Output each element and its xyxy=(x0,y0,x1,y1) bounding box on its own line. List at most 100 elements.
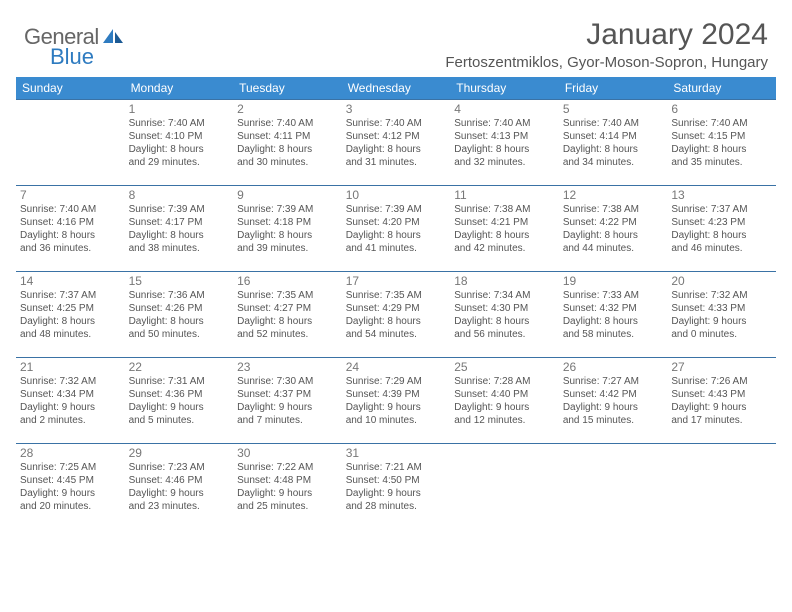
day-number: 6 xyxy=(671,102,772,116)
weekday-header: Wednesday xyxy=(342,77,451,100)
calendar-day-cell: 18Sunrise: 7:34 AMSunset: 4:30 PMDayligh… xyxy=(450,272,559,358)
weekday-header: Friday xyxy=(559,77,668,100)
sunset-text: Sunset: 4:10 PM xyxy=(129,130,230,143)
calendar-day-cell: 14Sunrise: 7:37 AMSunset: 4:25 PMDayligh… xyxy=(16,272,125,358)
daylight-text: and 12 minutes. xyxy=(454,414,555,427)
calendar-day-cell: 24Sunrise: 7:29 AMSunset: 4:39 PMDayligh… xyxy=(342,358,451,444)
sunrise-text: Sunrise: 7:22 AM xyxy=(237,461,338,474)
calendar-day-cell: 10Sunrise: 7:39 AMSunset: 4:20 PMDayligh… xyxy=(342,186,451,272)
daylight-text: Daylight: 8 hours xyxy=(454,229,555,242)
day-number: 25 xyxy=(454,360,555,374)
calendar-day-cell: 15Sunrise: 7:36 AMSunset: 4:26 PMDayligh… xyxy=(125,272,234,358)
calendar-day-cell: 6Sunrise: 7:40 AMSunset: 4:15 PMDaylight… xyxy=(667,100,776,186)
calendar-day-cell: 1Sunrise: 7:40 AMSunset: 4:10 PMDaylight… xyxy=(125,100,234,186)
day-number: 27 xyxy=(671,360,772,374)
day-number: 16 xyxy=(237,274,338,288)
sunrise-text: Sunrise: 7:31 AM xyxy=(129,375,230,388)
sunrise-text: Sunrise: 7:23 AM xyxy=(129,461,230,474)
calendar-week: 21Sunrise: 7:32 AMSunset: 4:34 PMDayligh… xyxy=(16,358,776,444)
sunrise-text: Sunrise: 7:40 AM xyxy=(346,117,447,130)
day-number: 30 xyxy=(237,446,338,460)
daylight-text: Daylight: 8 hours xyxy=(237,143,338,156)
calendar-head: SundayMondayTuesdayWednesdayThursdayFrid… xyxy=(16,77,776,100)
daylight-text: and 39 minutes. xyxy=(237,242,338,255)
daylight-text: Daylight: 9 hours xyxy=(671,315,772,328)
sunrise-text: Sunrise: 7:30 AM xyxy=(237,375,338,388)
sunset-text: Sunset: 4:36 PM xyxy=(129,388,230,401)
daylight-text: Daylight: 9 hours xyxy=(237,487,338,500)
daylight-text: Daylight: 8 hours xyxy=(20,315,121,328)
daylight-text: Daylight: 8 hours xyxy=(129,315,230,328)
daylight-text: and 15 minutes. xyxy=(563,414,664,427)
daylight-text: Daylight: 8 hours xyxy=(237,315,338,328)
daylight-text: Daylight: 9 hours xyxy=(237,401,338,414)
sunrise-text: Sunrise: 7:29 AM xyxy=(346,375,447,388)
daylight-text: and 2 minutes. xyxy=(20,414,121,427)
sunset-text: Sunset: 4:22 PM xyxy=(563,216,664,229)
daylight-text: and 41 minutes. xyxy=(346,242,447,255)
daylight-text: Daylight: 8 hours xyxy=(346,229,447,242)
weekday-header: Saturday xyxy=(667,77,776,100)
sunset-text: Sunset: 4:26 PM xyxy=(129,302,230,315)
daylight-text: and 25 minutes. xyxy=(237,500,338,513)
sunset-text: Sunset: 4:13 PM xyxy=(454,130,555,143)
sunrise-text: Sunrise: 7:39 AM xyxy=(346,203,447,216)
calendar-day-cell: 8Sunrise: 7:39 AMSunset: 4:17 PMDaylight… xyxy=(125,186,234,272)
calendar-day-cell: 9Sunrise: 7:39 AMSunset: 4:18 PMDaylight… xyxy=(233,186,342,272)
sunset-text: Sunset: 4:50 PM xyxy=(346,474,447,487)
sunset-text: Sunset: 4:37 PM xyxy=(237,388,338,401)
calendar-day-cell xyxy=(450,444,559,530)
sunset-text: Sunset: 4:16 PM xyxy=(20,216,121,229)
daylight-text: and 17 minutes. xyxy=(671,414,772,427)
daylight-text: Daylight: 8 hours xyxy=(346,143,447,156)
calendar-day-cell: 26Sunrise: 7:27 AMSunset: 4:42 PMDayligh… xyxy=(559,358,668,444)
daylight-text: and 30 minutes. xyxy=(237,156,338,169)
daylight-text: and 52 minutes. xyxy=(237,328,338,341)
daylight-text: Daylight: 8 hours xyxy=(129,143,230,156)
daylight-text: and 23 minutes. xyxy=(129,500,230,513)
sunset-text: Sunset: 4:33 PM xyxy=(671,302,772,315)
day-number: 9 xyxy=(237,188,338,202)
month-title: January 2024 xyxy=(445,18,768,52)
day-number: 17 xyxy=(346,274,447,288)
sunset-text: Sunset: 4:48 PM xyxy=(237,474,338,487)
day-number: 11 xyxy=(454,188,555,202)
sunset-text: Sunset: 4:18 PM xyxy=(237,216,338,229)
sunrise-text: Sunrise: 7:32 AM xyxy=(671,289,772,302)
daylight-text: Daylight: 8 hours xyxy=(20,229,121,242)
day-number: 15 xyxy=(129,274,230,288)
sunrise-text: Sunrise: 7:25 AM xyxy=(20,461,121,474)
sunrise-text: Sunrise: 7:37 AM xyxy=(671,203,772,216)
logo: General Blue xyxy=(16,18,125,70)
daylight-text: Daylight: 9 hours xyxy=(346,487,447,500)
day-number: 10 xyxy=(346,188,447,202)
sunset-text: Sunset: 4:27 PM xyxy=(237,302,338,315)
daylight-text: Daylight: 9 hours xyxy=(346,401,447,414)
daylight-text: Daylight: 9 hours xyxy=(671,401,772,414)
daylight-text: and 0 minutes. xyxy=(671,328,772,341)
daylight-text: and 28 minutes. xyxy=(346,500,447,513)
calendar-day-cell: 22Sunrise: 7:31 AMSunset: 4:36 PMDayligh… xyxy=(125,358,234,444)
daylight-text: Daylight: 8 hours xyxy=(346,315,447,328)
daylight-text: Daylight: 8 hours xyxy=(563,229,664,242)
weekday-header: Sunday xyxy=(16,77,125,100)
logo-sail-icon xyxy=(103,29,125,45)
daylight-text: Daylight: 9 hours xyxy=(129,401,230,414)
sunrise-text: Sunrise: 7:26 AM xyxy=(671,375,772,388)
day-number: 20 xyxy=(671,274,772,288)
day-number: 18 xyxy=(454,274,555,288)
sunrise-text: Sunrise: 7:40 AM xyxy=(237,117,338,130)
calendar-table: SundayMondayTuesdayWednesdayThursdayFrid… xyxy=(16,77,776,530)
day-number: 28 xyxy=(20,446,121,460)
calendar-day-cell: 16Sunrise: 7:35 AMSunset: 4:27 PMDayligh… xyxy=(233,272,342,358)
logo-text-blue: Blue xyxy=(24,44,125,70)
header: General Blue January 2024 Fertoszentmikl… xyxy=(16,18,776,71)
calendar-day-cell: 17Sunrise: 7:35 AMSunset: 4:29 PMDayligh… xyxy=(342,272,451,358)
day-number: 4 xyxy=(454,102,555,116)
sunrise-text: Sunrise: 7:37 AM xyxy=(20,289,121,302)
daylight-text: and 48 minutes. xyxy=(20,328,121,341)
daylight-text: and 7 minutes. xyxy=(237,414,338,427)
day-number: 2 xyxy=(237,102,338,116)
calendar-day-cell: 13Sunrise: 7:37 AMSunset: 4:23 PMDayligh… xyxy=(667,186,776,272)
sunset-text: Sunset: 4:12 PM xyxy=(346,130,447,143)
